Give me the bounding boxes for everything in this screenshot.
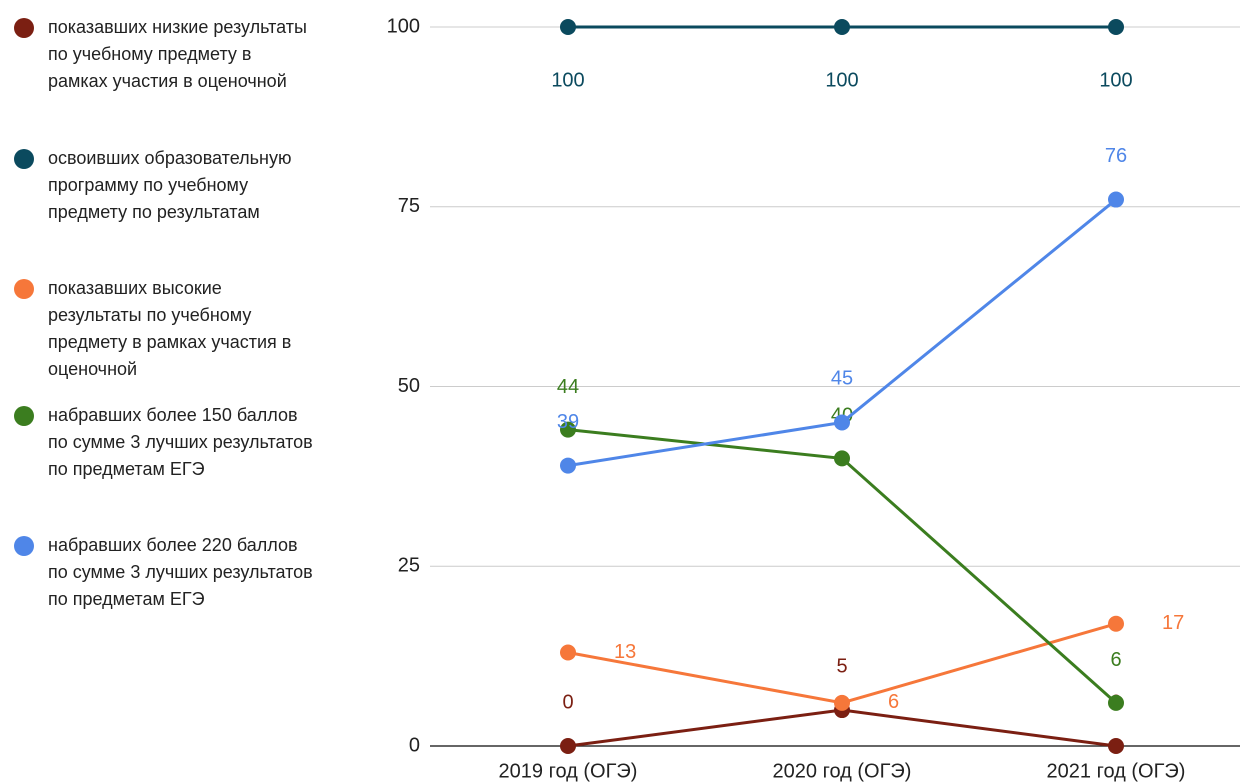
y-tick-label: 25 [398,555,420,577]
data-label: 6 [1110,649,1121,671]
point [1108,615,1124,632]
point [560,421,576,438]
point [1108,191,1124,208]
legend-swatch [14,406,34,426]
legend-swatch [14,279,34,299]
y-tick-label: 75 [398,195,420,217]
data-label: 13 [614,641,636,663]
data-label: 45 [831,368,853,390]
data-label: 6 [888,691,899,713]
legend-swatch [14,536,34,556]
legend-label: показавших низкие результаты по учебному… [48,17,307,91]
legend-item: набравших более 220 баллов по сумме 3 лу… [14,532,314,613]
point [834,414,850,431]
legend-label: набравших более 220 баллов по сумме 3 лу… [48,535,313,609]
data-label: 0 [562,691,573,713]
legend-item: освоивших образовательную программу по у… [14,145,314,226]
data-label: 44 [557,376,579,398]
legend-label: освоивших образовательную программу по у… [48,148,292,222]
legend-label: показавших высокие результаты по учебном… [48,278,292,379]
legend-item: показавших высокие результаты по учебном… [14,275,314,383]
data-label: 39 [557,411,579,433]
point [834,19,850,35]
point [560,738,576,754]
data-label: 100 [1099,69,1132,91]
point [1108,738,1124,754]
x-tick-label: 2021 год (ОГЭ) [1047,760,1186,782]
data-label: 100 [825,69,858,91]
y-tick-label: 50 [398,375,420,397]
data-label: 17 [1162,612,1184,634]
legend-label: набравших более 150 баллов по сумме 3 лу… [48,405,313,479]
point [834,694,850,711]
legend-swatch [14,149,34,169]
data-label: 100 [551,69,584,91]
point [560,644,576,661]
point [1108,694,1124,711]
x-tick-label: 2019 год (ОГЭ) [499,760,638,782]
point [560,19,576,35]
point [1108,19,1124,35]
legend-item: набравших более 150 баллов по сумме 3 лу… [14,402,314,483]
legend-item: показавших низкие результаты по учебному… [14,14,314,95]
legend-swatch [14,18,34,38]
y-tick-label: 100 [387,15,420,37]
x-tick-label: 2020 год (ОГЭ) [773,760,912,782]
data-label: 76 [1105,145,1127,167]
point [560,457,576,474]
data-label: 5 [836,655,847,677]
point [834,450,850,467]
y-tick-label: 0 [409,734,420,756]
